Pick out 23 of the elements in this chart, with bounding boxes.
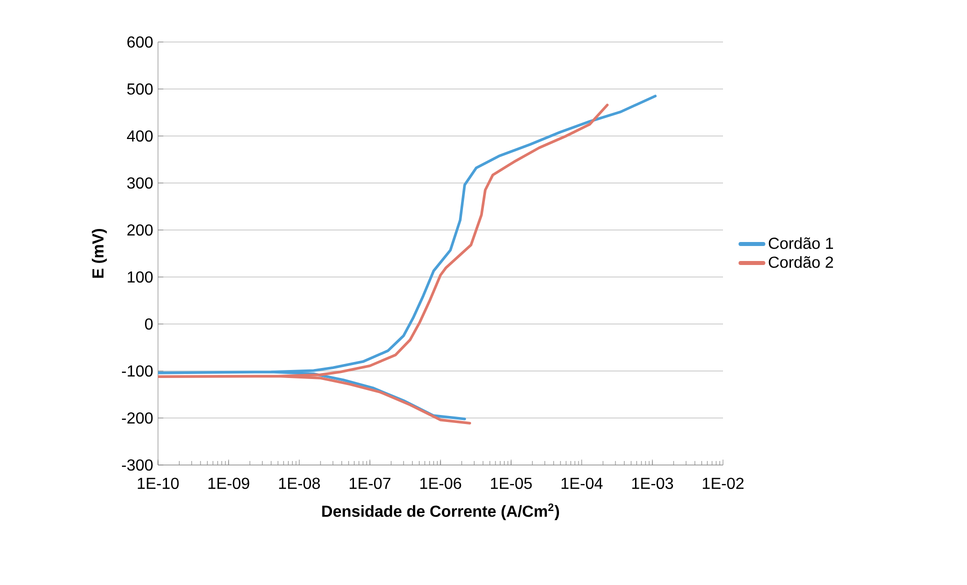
- y-tick-label: 400: [126, 130, 153, 142]
- y-axis-title: E (mV): [92, 228, 107, 278]
- y-tick-label: 600: [127, 36, 153, 48]
- x-axis-title: Densidade de Corrente (A/Cm$^{2}$): [322, 504, 560, 520]
- x-tick-label: 1E-02: [702, 478, 744, 490]
- y-tick-label: 0: [145, 318, 153, 330]
- y-tick-label: 300: [127, 177, 153, 189]
- x-tick-label: 1E-06: [420, 478, 462, 490]
- y-tick-label: 100: [128, 271, 153, 283]
- y-tick-label: 500: [127, 83, 153, 95]
- legend-label: Cordão 1: [768, 237, 833, 249]
- x-tick-label: 1E-03: [632, 478, 674, 490]
- x-tick-label: 1E-05: [490, 478, 532, 490]
- y-tick-label: -300: [122, 459, 153, 471]
- y-tick-label: -100: [122, 365, 153, 377]
- x-tick-label: 1E-10: [138, 478, 179, 490]
- y-tick-label: -200: [122, 412, 153, 424]
- x-tick-label: 1E-04: [562, 478, 603, 490]
- x-tick-label: 1E-07: [350, 478, 390, 490]
- legend-label: Cordão 2: [768, 256, 833, 268]
- x-tick-label: 1E-08: [279, 478, 320, 490]
- x-tick-label: 1E-09: [208, 478, 250, 490]
- y-tick-label: 200: [127, 224, 153, 236]
